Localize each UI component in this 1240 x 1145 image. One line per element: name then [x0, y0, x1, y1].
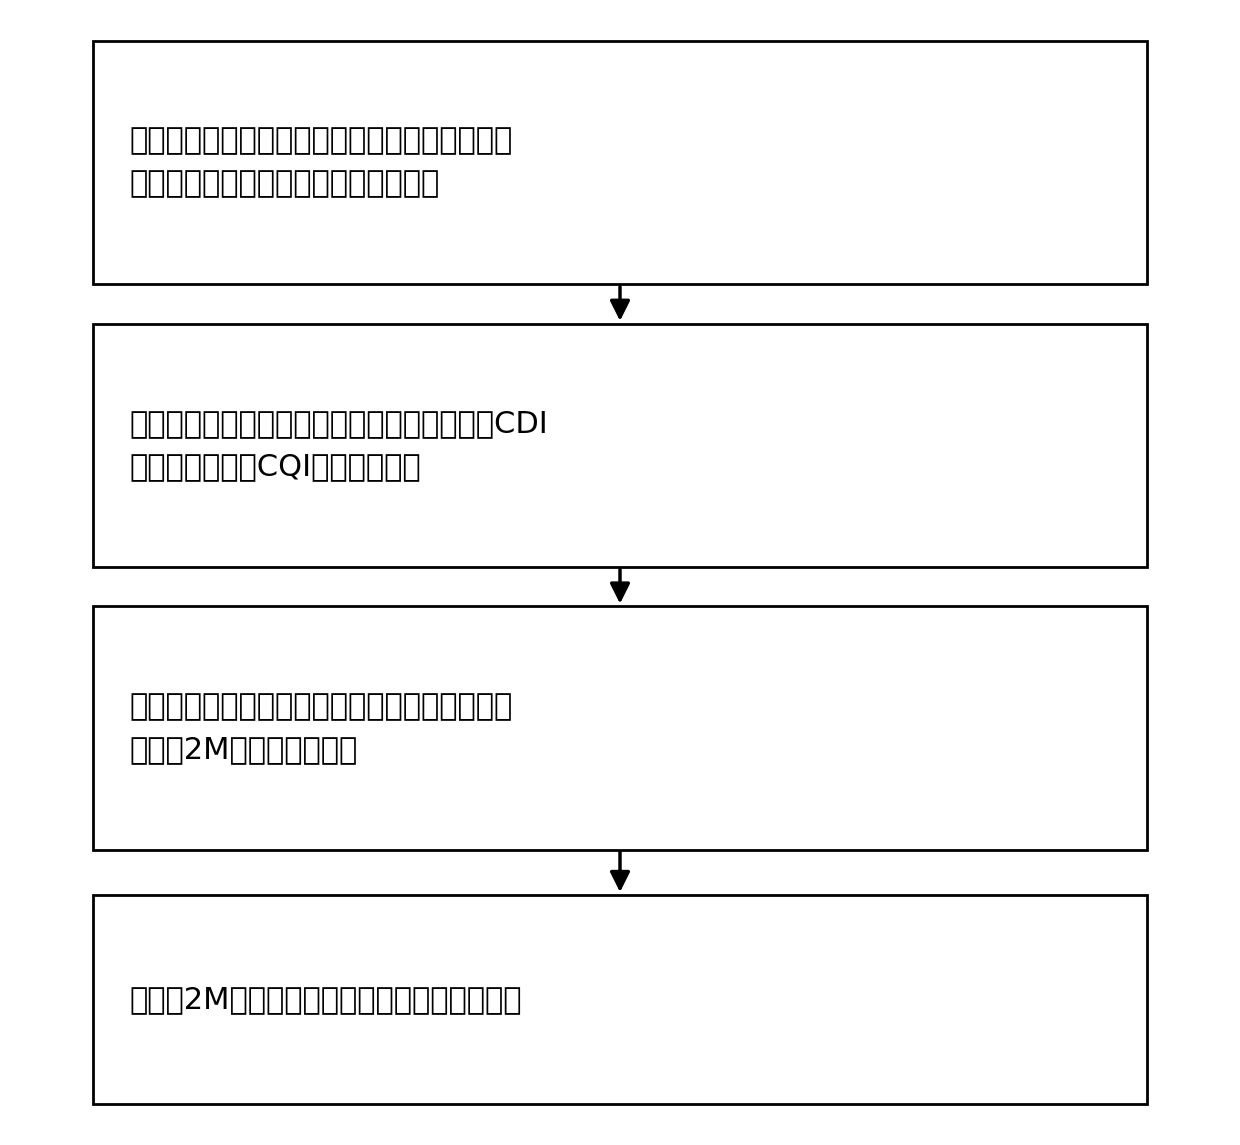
Text: 基站根据接收到的反馈信息，按照给出的调度方
法选择2M个用户进行传输: 基站根据接收到的反馈信息，按照给出的调度方 法选择2M个用户进行传输	[129, 692, 513, 764]
Text: 接收端将其信道矢量信息量化为信道方向信息CDI
与信道质量信息CQI后反馈给基站: 接收端将其信道矢量信息量化为信道方向信息CDI 与信道质量信息CQI后反馈给基站	[129, 410, 548, 481]
FancyBboxPatch shape	[93, 324, 1147, 567]
Text: 接收端根据导频信号估计其信道状态信息，本系
统假设接收端可以获取其完美信道信息: 接收端根据导频信号估计其信道状态信息，本系 统假设接收端可以获取其完美信道信息	[129, 127, 513, 198]
Text: 基站为2M个用户分配发射功率后广播给用户端: 基站为2M个用户分配发射功率后广播给用户端	[129, 985, 522, 1014]
FancyBboxPatch shape	[93, 607, 1147, 850]
FancyBboxPatch shape	[93, 895, 1147, 1104]
FancyBboxPatch shape	[93, 41, 1147, 284]
